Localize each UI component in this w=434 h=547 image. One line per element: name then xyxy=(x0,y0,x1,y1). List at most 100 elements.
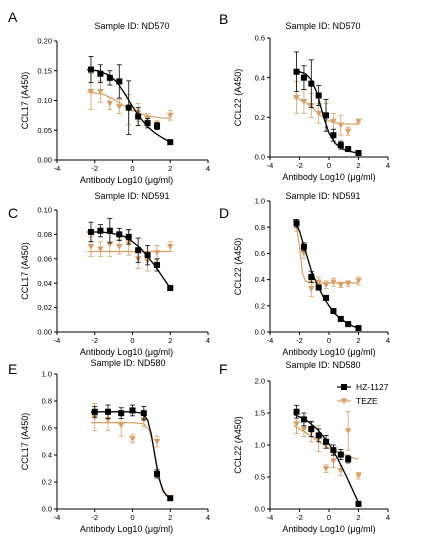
data-point xyxy=(106,100,114,107)
data-point xyxy=(87,228,94,235)
data-point xyxy=(315,279,322,286)
panel-letter: D xyxy=(219,205,229,221)
y-tick-label: 0.06 xyxy=(37,254,52,263)
y-tick-label: 0.00 xyxy=(37,156,52,165)
y-tick-label: 0.0 xyxy=(255,505,265,514)
data-point xyxy=(344,428,352,435)
data-point xyxy=(153,250,161,256)
data-point xyxy=(330,458,337,465)
series-teze xyxy=(293,220,362,298)
x-tick-label: 4 xyxy=(206,336,210,345)
y-tick-label: 0.0 xyxy=(255,153,265,162)
data-point xyxy=(300,98,308,105)
data-point xyxy=(91,408,98,415)
data-point xyxy=(87,66,94,73)
x-axis-label: Antibody Log10 (μg/ml) xyxy=(80,175,173,185)
data-point xyxy=(125,104,132,111)
x-tick-label: 2 xyxy=(356,513,360,522)
data-point xyxy=(344,280,352,287)
x-tick-label: 2 xyxy=(168,164,172,173)
y-tick-label: 1.0 xyxy=(255,197,265,206)
y-tick-label: 0.0 xyxy=(255,328,265,337)
data-point xyxy=(104,408,111,415)
y-tick-label: 0.20 xyxy=(37,37,52,46)
data-point xyxy=(97,88,104,95)
y-tick-label: 0.6 xyxy=(42,424,52,433)
y-tick-label: 0.05 xyxy=(37,126,52,135)
x-axis-label: Antibody Log10 (μg/ml) xyxy=(282,347,375,357)
x-tick-label: -2 xyxy=(296,513,303,522)
x-tick-label: 0 xyxy=(130,513,134,522)
panel-letter: C xyxy=(8,205,18,221)
data-point xyxy=(153,438,161,445)
data-point xyxy=(308,286,315,292)
panel-c: C Sample ID: ND591 -4 -2 0 2 4 0.00 0.02 0.04 0.06… xyxy=(8,191,210,357)
x-tick-label: 2 xyxy=(168,336,172,345)
data-point xyxy=(129,407,136,414)
fit-curve xyxy=(293,219,359,329)
data-point xyxy=(315,92,322,99)
y-tick-label: 0.8 xyxy=(42,397,52,406)
data-point xyxy=(337,142,344,149)
x-tick-label: 4 xyxy=(206,164,210,173)
data-point xyxy=(97,227,104,234)
data-point xyxy=(87,88,95,95)
data-point xyxy=(140,410,147,417)
data-point xyxy=(166,112,174,119)
data-point xyxy=(330,279,337,286)
chart-title: Sample ID: ND570 xyxy=(94,21,169,31)
data-point xyxy=(116,231,123,238)
fit-curve xyxy=(87,91,171,119)
y-tick-label: 0.2 xyxy=(42,478,52,487)
x-tick-label: 0 xyxy=(130,336,134,345)
data-point xyxy=(300,416,307,423)
panel-e: E Sample ID: ND580 -4 -2 0 2 4 0.0 0.2 0.4 0.6 0.8 1… xyxy=(8,358,210,534)
data-point xyxy=(323,438,330,445)
panel-a: A Sample ID: ND570 -4 -2 0 2 4 0.00 0.05 0.10 0.15… xyxy=(8,9,210,185)
y-tick-label: 0.6 xyxy=(255,34,265,43)
x-tick-label: -4 xyxy=(267,161,274,170)
data-point xyxy=(293,220,300,227)
data-point xyxy=(106,227,113,234)
y-tick-label: 0.2 xyxy=(255,113,265,122)
data-point xyxy=(330,118,337,125)
data-point xyxy=(144,252,151,259)
x-tick-label: -2 xyxy=(91,513,98,522)
x-tick-label: 4 xyxy=(386,513,390,522)
data-point xyxy=(97,246,104,253)
panel-d: D Sample ID: ND591 -4 -2 0 2 4 0.0 0.2 0.4 0.6 0.8 1… xyxy=(219,191,390,357)
x-tick-label: -4 xyxy=(54,336,61,345)
data-point xyxy=(106,74,113,81)
data-point xyxy=(166,244,174,250)
data-point xyxy=(345,146,352,153)
data-point xyxy=(344,128,352,135)
data-point xyxy=(308,273,315,280)
y-tick-label: 1.5 xyxy=(255,409,265,418)
x-tick-label: 4 xyxy=(206,513,210,522)
data-point xyxy=(355,325,362,332)
legend-marker xyxy=(340,398,348,405)
x-tick-label: 0 xyxy=(130,164,134,173)
y-tick-label: 1.0 xyxy=(42,370,52,379)
data-point xyxy=(167,139,174,146)
chart-title: Sample ID: ND580 xyxy=(90,358,165,368)
y-tick-label: 2.0 xyxy=(255,377,265,386)
series-hz-1127 xyxy=(293,404,362,507)
fit-curve xyxy=(91,411,171,499)
data-point xyxy=(315,284,322,291)
x-tick-label: 0 xyxy=(327,336,331,345)
data-point xyxy=(355,118,362,125)
data-point xyxy=(355,473,362,479)
data-point xyxy=(293,94,300,101)
y-tick-label: 0.10 xyxy=(37,96,52,105)
data-point xyxy=(87,244,95,250)
y-tick-label: 0.08 xyxy=(37,230,52,239)
y-tick-label: 0.00 xyxy=(37,328,52,337)
panel-letter: B xyxy=(219,11,228,27)
x-tick-label: -4 xyxy=(267,513,274,522)
x-tick-label: 2 xyxy=(356,336,360,345)
series-hz-1127 xyxy=(293,51,362,157)
y-axis-label: CCL22 (A450) xyxy=(233,238,243,296)
y-tick-label: 0.2 xyxy=(255,301,265,310)
